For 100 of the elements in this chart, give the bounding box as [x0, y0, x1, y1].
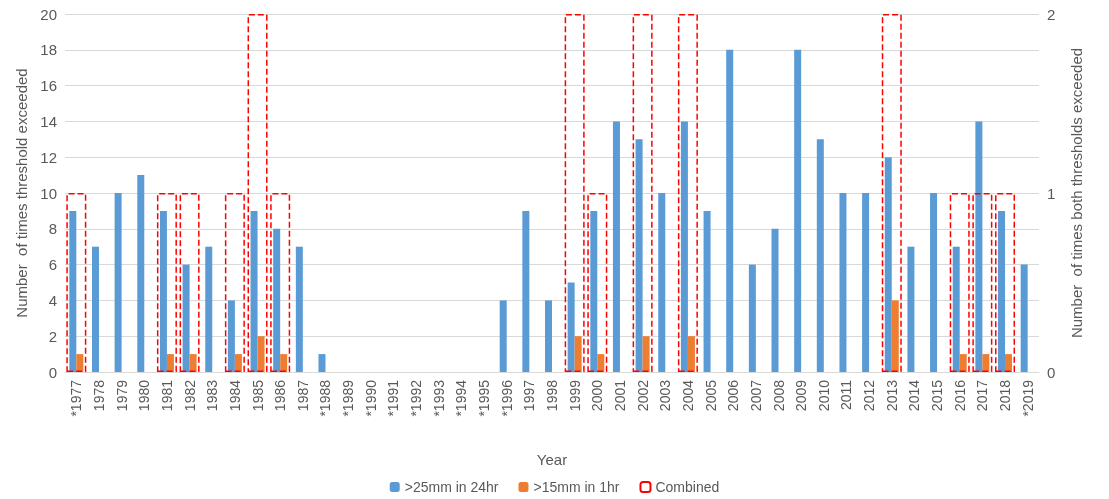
- x-tick-label: 2011: [838, 379, 855, 411]
- bar: [590, 210, 598, 372]
- bar: [597, 354, 605, 372]
- bar: [280, 354, 288, 372]
- y-axis-title: Number of times threshold exceeded: [13, 68, 31, 318]
- x-tick-label: 2017: [974, 379, 991, 412]
- x-tick-label: 1985: [249, 379, 266, 412]
- x-tick-label: 2003: [657, 379, 674, 412]
- bar: [862, 193, 870, 372]
- bar: [318, 354, 326, 372]
- x-tick-label: 1997: [521, 379, 538, 412]
- bar: [703, 210, 711, 372]
- y-tick-label: 20: [40, 5, 57, 23]
- y-tick-label: 18: [40, 41, 57, 59]
- bar: [612, 121, 620, 372]
- y-tick-label: 0: [48, 363, 57, 381]
- y-tick-label: 6: [48, 256, 57, 274]
- x-tick-label: *1991: [385, 379, 402, 417]
- x-tick-label: 2005: [702, 379, 719, 412]
- x-tick-label: *1996: [498, 379, 515, 417]
- x-tick-label: 1987: [294, 379, 311, 412]
- y2-tick-label: 0: [1047, 363, 1056, 381]
- x-tick-label: *1988: [317, 379, 334, 417]
- bar: [189, 354, 197, 372]
- y-tick-label: 2: [48, 327, 57, 345]
- bar: [234, 354, 242, 372]
- x-tick-label: *1989: [340, 379, 357, 417]
- x-tick-label: *1992: [408, 379, 425, 417]
- x-tick-label: 1986: [272, 379, 289, 412]
- x-tick-label: 1980: [136, 379, 153, 412]
- x-tick-label: 2010: [815, 379, 832, 412]
- legend-label: Combined: [655, 479, 720, 495]
- x-tick-label: 1978: [90, 379, 107, 412]
- bar: [499, 300, 507, 372]
- bar: [567, 282, 575, 372]
- x-tick-label: 2016: [951, 379, 968, 412]
- y-tick-label: 14: [40, 112, 57, 130]
- x-tick-label: 2001: [611, 379, 628, 412]
- x-tick-label: 1979: [113, 379, 130, 412]
- bar: [642, 336, 650, 372]
- bar: [545, 300, 552, 372]
- bar: [159, 210, 167, 372]
- bar: [137, 175, 145, 372]
- bar: [959, 354, 967, 372]
- bar: [839, 193, 847, 372]
- x-tick-label: 2013: [883, 379, 900, 412]
- x-tick-label: 2015: [929, 379, 946, 412]
- bar: [250, 210, 258, 372]
- bar: [907, 246, 915, 372]
- y2-tick-label: 1: [1047, 184, 1056, 202]
- y2-axis-title: Number of times both thresholds exceeded: [1068, 47, 1085, 339]
- x-tick-label: *1995: [476, 379, 493, 417]
- x-tick-label: 2004: [679, 379, 696, 412]
- bar: [574, 336, 582, 372]
- bar: [975, 121, 983, 372]
- x-tick-label: 1999: [566, 379, 583, 412]
- y-tick-label: 8: [48, 220, 57, 238]
- x-tick-label: *1977: [68, 379, 85, 417]
- x-tick-label: 2012: [861, 379, 878, 412]
- x-tick-label: 2008: [770, 379, 787, 412]
- y-tick-label: 10: [40, 184, 57, 202]
- y2-tick-label: 2: [1047, 5, 1056, 23]
- bar: [1005, 354, 1013, 372]
- bar: [182, 264, 190, 372]
- bar: [91, 246, 99, 372]
- bar: [884, 157, 892, 372]
- bar: [257, 336, 265, 372]
- bar: [658, 193, 666, 372]
- bar: [1020, 264, 1028, 372]
- x-tick-label: 2018: [997, 379, 1014, 412]
- bar: [794, 49, 802, 372]
- bar: [273, 228, 281, 372]
- bar: [771, 228, 779, 372]
- x-tick-label: 2007: [747, 379, 764, 412]
- x-tick-label: 1982: [181, 379, 198, 412]
- y-tick-label: 4: [48, 291, 57, 309]
- x-tick-label: *1990: [362, 379, 379, 417]
- bar: [205, 246, 213, 372]
- bar: [930, 193, 938, 372]
- x-tick-label: 2009: [793, 379, 810, 412]
- bar: [114, 193, 122, 372]
- bar: [891, 300, 899, 372]
- y-tick-label: 12: [40, 148, 57, 166]
- bar: [635, 139, 643, 372]
- bar: [816, 139, 824, 372]
- bar: [295, 246, 303, 372]
- bar: [166, 354, 174, 372]
- bar: [982, 354, 990, 372]
- bar: [998, 210, 1006, 372]
- bar: [76, 354, 84, 372]
- bar: [952, 246, 960, 372]
- bar: [227, 300, 235, 372]
- x-tick-label: 2006: [725, 379, 742, 412]
- bar: [748, 264, 756, 372]
- x-tick-label: *2019: [1019, 379, 1036, 417]
- y-tick-label: 16: [40, 77, 57, 95]
- bar: [726, 49, 734, 372]
- legend-label: >25mm in 24hr: [404, 479, 499, 495]
- x-tick-label: 2002: [634, 379, 651, 412]
- bar: [522, 210, 530, 372]
